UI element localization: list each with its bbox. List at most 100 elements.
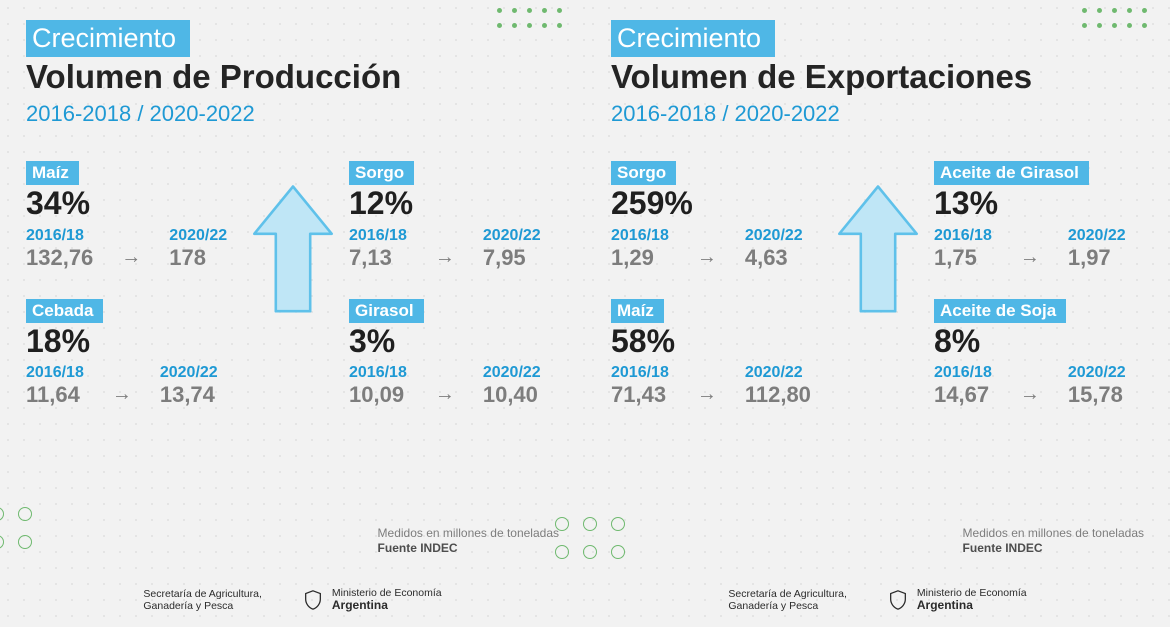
stat-girasol: Girasol 3% 2016/18 10,09 → 2020/22 10,40 (349, 299, 559, 409)
period-before: 2016/18 (349, 227, 407, 245)
stat-aceite-soja: Aceite de Soja 8% 2016/18 14,67 → 2020/2… (934, 299, 1144, 409)
value-after: 4,63 (745, 245, 803, 271)
stat-maiz: Maíz 34% 2016/18 132,76 → 2020/22 178 (26, 161, 236, 271)
footer-left-line1: Secretaría de Agricultura, (143, 588, 261, 600)
period-after: 2020/22 (483, 364, 541, 382)
shield-icon (302, 589, 324, 611)
stat-sorgo-exp: Sorgo 259% 2016/18 1,29 → 2020/22 4,63 (611, 161, 821, 271)
stat-label: Sorgo (611, 161, 676, 185)
arrow-right-icon: → (697, 247, 717, 271)
value-after: 112,80 (745, 382, 811, 408)
col-left: Maíz 34% 2016/18 132,76 → 2020/22 178 Ce… (26, 161, 236, 577)
value-before: 71,43 (611, 382, 669, 408)
footer-left-line2: Ganadería y Pesca (143, 600, 261, 612)
period-after: 2020/22 (483, 227, 541, 245)
period-before: 2016/18 (349, 364, 407, 382)
value-before: 10,09 (349, 382, 407, 408)
footer-left: Secretaría de Agricultura, Ganadería y P… (728, 588, 846, 612)
items-area: Sorgo 259% 2016/18 1,29 → 2020/22 4,63 M… (611, 161, 1144, 577)
stat-pct: 3% (349, 325, 559, 359)
period-after: 2020/22 (1068, 227, 1126, 245)
arrow-right-icon: → (1020, 384, 1040, 408)
arrow-right-icon: → (697, 384, 717, 408)
period-before: 2016/18 (934, 227, 992, 245)
footnote: Medidos en millones de toneladas Fuente … (963, 526, 1144, 557)
panel-exportaciones: Crecimiento Volumen de Exportaciones 201… (585, 0, 1170, 627)
panel-produccion: Crecimiento Volumen de Producción 2016-2… (0, 0, 585, 627)
value-after: 7,95 (483, 245, 541, 271)
period-after: 2020/22 (1068, 364, 1126, 382)
shield-icon (887, 589, 909, 611)
value-before: 132,76 (26, 245, 93, 271)
value-after: 10,40 (483, 382, 541, 408)
footer-right-line2: Argentina (917, 599, 1027, 613)
arrow-up-icon (250, 181, 336, 326)
stat-label: Aceite de Soja (934, 299, 1066, 323)
footer-left: Secretaría de Agricultura, Ganadería y P… (143, 588, 261, 612)
arrow-right-icon: → (1020, 247, 1040, 271)
items-area: Maíz 34% 2016/18 132,76 → 2020/22 178 Ce… (26, 161, 559, 577)
stat-label: Sorgo (349, 161, 414, 185)
footer: Secretaría de Agricultura, Ganadería y P… (26, 577, 559, 613)
stat-cebada: Cebada 18% 2016/18 11,64 → 2020/22 13,74 (26, 299, 236, 409)
value-after: 1,97 (1068, 245, 1126, 271)
value-after: 178 (169, 245, 227, 271)
period-before: 2016/18 (934, 364, 992, 382)
footnote-line2: Fuente INDEC (963, 541, 1144, 557)
period-after: 2020/22 (745, 364, 811, 382)
stat-pct: 18% (26, 325, 236, 359)
title-period: 2016-2018 / 2020-2022 (611, 101, 1144, 127)
title-block: Crecimiento Volumen de Exportaciones 201… (611, 20, 1144, 127)
period-after: 2020/22 (160, 364, 218, 382)
stat-label: Aceite de Girasol (934, 161, 1089, 185)
col-left: Sorgo 259% 2016/18 1,29 → 2020/22 4,63 M… (611, 161, 821, 577)
footer-right: Ministerio de Economía Argentina (302, 587, 442, 613)
period-after: 2020/22 (169, 227, 227, 245)
title-small: Crecimiento (611, 20, 775, 57)
period-before: 2016/18 (611, 364, 669, 382)
period-after: 2020/22 (745, 227, 803, 245)
stat-pct: 259% (611, 187, 821, 221)
stat-pct: 12% (349, 187, 559, 221)
footer-left-line2: Ganadería y Pesca (728, 600, 846, 612)
stat-pct: 8% (934, 325, 1144, 359)
title-period: 2016-2018 / 2020-2022 (26, 101, 559, 127)
arrow-right-icon: → (112, 384, 132, 408)
footnote: Medidos en millones de toneladas Fuente … (378, 526, 559, 557)
stat-label: Cebada (26, 299, 103, 323)
arrow-right-icon: → (121, 247, 141, 271)
arrow-right-icon: → (435, 247, 455, 271)
value-before: 7,13 (349, 245, 407, 271)
period-before: 2016/18 (611, 227, 669, 245)
title-big: Volumen de Producción (26, 58, 401, 95)
value-after: 15,78 (1068, 382, 1126, 408)
stat-pct: 58% (611, 325, 821, 359)
stat-label: Maíz (611, 299, 664, 323)
arrow-right-icon: → (435, 384, 455, 408)
stat-pct: 34% (26, 187, 236, 221)
stat-sorgo: Sorgo 12% 2016/18 7,13 → 2020/22 7,95 (349, 161, 559, 271)
footer-right-line2: Argentina (332, 599, 442, 613)
stat-pct: 13% (934, 187, 1144, 221)
footnote-line1: Medidos en millones de toneladas (378, 526, 559, 542)
period-before: 2016/18 (26, 364, 84, 382)
period-before: 2016/18 (26, 227, 93, 245)
footnote-line1: Medidos en millones de toneladas (963, 526, 1144, 542)
stat-label: Maíz (26, 161, 79, 185)
col-right: Sorgo 12% 2016/18 7,13 → 2020/22 7,95 Gi… (349, 161, 559, 577)
footnote-line2: Fuente INDEC (378, 541, 559, 557)
stat-label: Girasol (349, 299, 424, 323)
stat-aceite-girasol: Aceite de Girasol 13% 2016/18 1,75 → 202… (934, 161, 1144, 271)
title-small: Crecimiento (26, 20, 190, 57)
arrow-up-icon (835, 181, 921, 326)
col-right: Aceite de Girasol 13% 2016/18 1,75 → 202… (934, 161, 1144, 577)
title-block: Crecimiento Volumen de Producción 2016-2… (26, 20, 559, 127)
value-before: 14,67 (934, 382, 992, 408)
footer-right: Ministerio de Economía Argentina (887, 587, 1027, 613)
value-before: 1,75 (934, 245, 992, 271)
value-before: 11,64 (26, 382, 84, 408)
footer: Secretaría de Agricultura, Ganadería y P… (611, 577, 1144, 613)
value-after: 13,74 (160, 382, 218, 408)
value-before: 1,29 (611, 245, 669, 271)
footer-left-line1: Secretaría de Agricultura, (728, 588, 846, 600)
